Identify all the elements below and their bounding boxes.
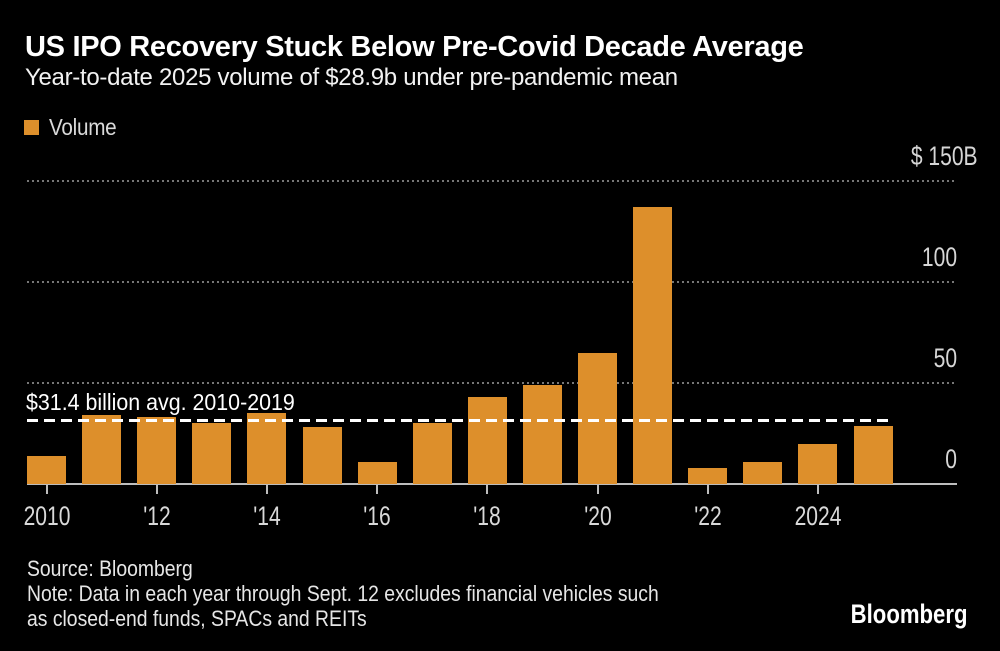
x-axis-tick-2012 bbox=[155, 485, 158, 494]
bar-2011 bbox=[82, 415, 122, 484]
x-axis-label-2014: '14 bbox=[253, 501, 281, 531]
x-axis-label-2010: 2010 bbox=[23, 501, 70, 531]
bar-2017 bbox=[412, 423, 452, 484]
source-text: Source: Bloomberg bbox=[27, 556, 193, 581]
y-axis-label-50: 50 bbox=[933, 343, 957, 373]
x-axis-tick-2018 bbox=[486, 485, 489, 494]
x-axis-tick-2016 bbox=[376, 485, 379, 494]
x-axis-label-2012: '12 bbox=[142, 501, 171, 531]
bar-2018 bbox=[467, 397, 507, 484]
bar-2020 bbox=[578, 352, 617, 484]
gridline-150 bbox=[27, 180, 957, 182]
bar-2019 bbox=[522, 385, 562, 484]
x-axis-tick-2010 bbox=[45, 485, 48, 494]
x-axis-label-2016: '16 bbox=[363, 501, 391, 531]
note-text-line1: Note: Data in each year through Sept. 12… bbox=[27, 581, 659, 606]
bar-2014 bbox=[247, 413, 287, 484]
x-axis-label-2020: '20 bbox=[583, 501, 612, 531]
gridline-50 bbox=[27, 382, 957, 384]
bar-2021 bbox=[633, 207, 673, 484]
x-axis-label-2022: '22 bbox=[693, 501, 722, 531]
bar-2015 bbox=[302, 427, 342, 484]
x-axis-tick-2020 bbox=[596, 485, 599, 494]
chart-subtitle: Year-to-date 2025 volume of $28.9b under… bbox=[25, 64, 678, 91]
legend-volume-label: Volume bbox=[49, 113, 117, 140]
y-axis-label-0: 0 bbox=[945, 444, 957, 474]
gridline-100 bbox=[27, 281, 957, 283]
chart-title: US IPO Recovery Stuck Below Pre-Covid De… bbox=[25, 31, 804, 63]
average-reference-line bbox=[27, 419, 888, 422]
bar-2022 bbox=[688, 467, 728, 484]
x-axis-tick-2024 bbox=[816, 485, 819, 494]
bar-2023 bbox=[743, 461, 783, 484]
x-axis-baseline bbox=[27, 483, 957, 485]
bar-2016 bbox=[357, 461, 397, 484]
legend: Volume bbox=[24, 113, 124, 140]
note-text-line2: as closed-end funds, SPACs and REITs bbox=[27, 606, 367, 631]
bar-2012 bbox=[137, 417, 177, 484]
bar-2025 bbox=[853, 425, 893, 484]
bar-2010 bbox=[27, 455, 66, 484]
bloomberg-logo: Bloomberg bbox=[851, 599, 968, 629]
bar-2024 bbox=[798, 443, 838, 484]
x-axis-label-2024: 2024 bbox=[794, 501, 842, 531]
bar-2013 bbox=[192, 423, 232, 484]
y-axis-label-100: 100 bbox=[921, 242, 957, 272]
y-axis-label-150: $ 150B bbox=[911, 141, 978, 171]
volume-legend-swatch-icon bbox=[24, 119, 39, 135]
x-axis-tick-2022 bbox=[706, 485, 709, 494]
x-axis-tick-2014 bbox=[265, 485, 268, 494]
footer-notes: Source: Bloomberg Note: Data in each yea… bbox=[27, 556, 659, 631]
x-axis-label-2018: '18 bbox=[473, 501, 502, 531]
average-line-annotation: $31.4 billion avg. 2010-2019 bbox=[26, 389, 295, 415]
